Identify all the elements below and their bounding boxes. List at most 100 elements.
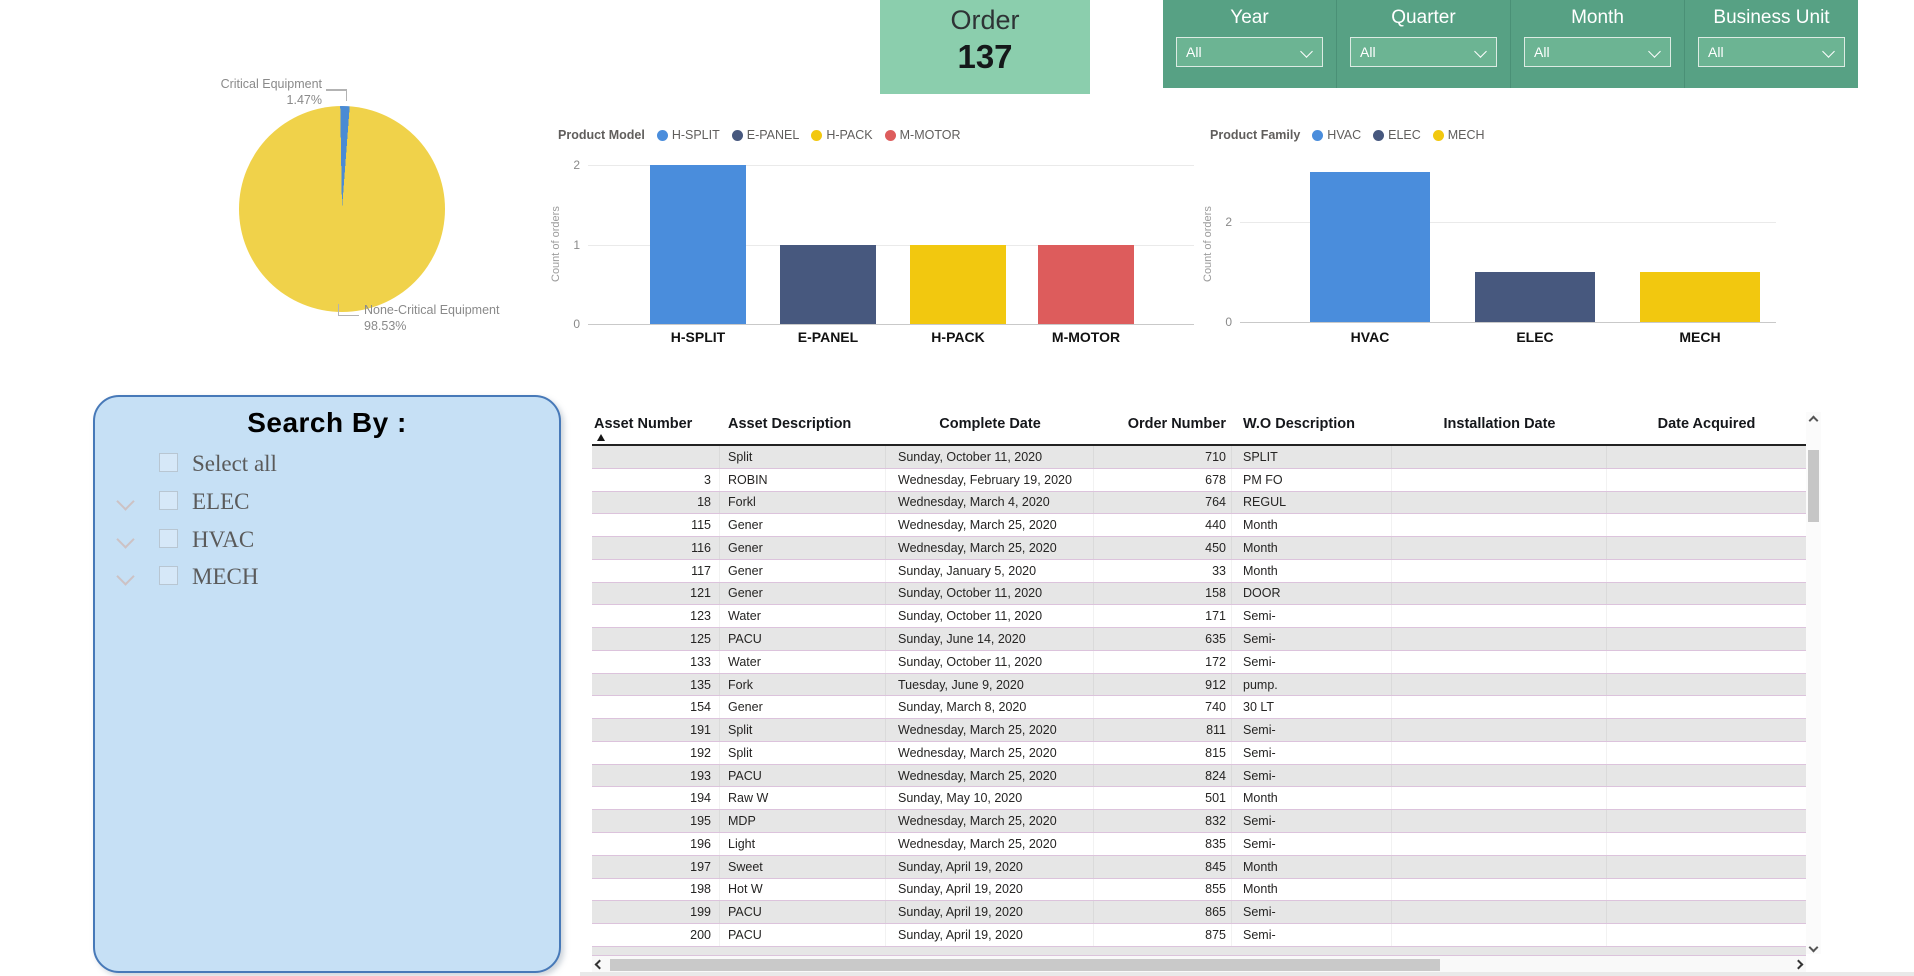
table-row[interactable]: 133 Water Sunday, October 11, 2020 172 Semi- — [592, 650, 1806, 674]
table-row[interactable]: 194 Raw W Sunday, May 10, 2020 501 Month — [592, 787, 1806, 811]
checkbox-select-all[interactable] — [159, 453, 178, 472]
slicer-dropdown[interactable]: All — [1350, 37, 1497, 67]
search-item-label[interactable]: HVAC — [192, 527, 255, 552]
category-label: HVAC — [1350, 329, 1390, 345]
bar-elec[interactable] — [1475, 272, 1595, 322]
table-row[interactable]: 196 Light Wednesday, March 25, 2020 835 Semi… — [592, 833, 1806, 856]
table-cell: Sweet — [720, 855, 886, 878]
legend-item-m-motor[interactable]: M-MOTOR — [884, 128, 961, 142]
column-header-label: Date Acquired — [1657, 416, 1756, 432]
table-row[interactable]: Split Sunday, October 11, 2020 710 SPLIT — [592, 446, 1806, 469]
table-row[interactable]: 116 Gener Wednesday, March 25, 2020 450 Mont… — [592, 537, 1806, 560]
table-row[interactable]: 200 PACU Sunday, April 19, 2020 875 Semi- — [592, 924, 1806, 947]
scroll-down-icon[interactable] — [1808, 942, 1819, 953]
legend-item-e-panel[interactable]: E-PANEL — [731, 128, 799, 142]
table-cell: ROBIN — [720, 468, 886, 491]
chevron-down-icon[interactable] — [116, 492, 135, 511]
vertical-scroll-thumb[interactable] — [1808, 450, 1819, 522]
column-header-label: Asset Description — [728, 416, 852, 432]
slicer-dropdown[interactable]: All — [1524, 37, 1671, 67]
column-header-asset-number[interactable]: Asset Number — [592, 410, 720, 444]
table-cell: Semi- — [1232, 901, 1392, 924]
table-cell: Gener — [720, 559, 886, 582]
legend-dot-icon — [1373, 129, 1385, 141]
bar-e-panel[interactable] — [780, 244, 876, 324]
table-cell: MDP — [720, 810, 886, 833]
table-cell: 135 — [592, 673, 720, 696]
table-row[interactable]: 195 MDP Wednesday, March 25, 2020 832 Semi- — [592, 810, 1806, 834]
search-item-label[interactable]: MECH — [192, 564, 259, 589]
table-cell: Gener — [720, 696, 886, 719]
table-row[interactable]: 154 Gener Sunday, March 8, 2020 740 30 LT — [592, 696, 1806, 720]
bar-mech[interactable] — [1640, 272, 1760, 322]
table-cell: Water — [720, 605, 886, 628]
checkbox-hvac[interactable] — [159, 529, 178, 548]
scroll-up-icon[interactable] — [1808, 415, 1819, 426]
table-row[interactable]: 199 PACU Sunday, April 19, 2020 865 Semi- — [592, 901, 1806, 925]
horizontal-scroll-thumb[interactable] — [610, 959, 1440, 971]
column-header-order-number[interactable]: Order Number — [1094, 410, 1232, 444]
bar-h-split[interactable] — [650, 165, 746, 324]
checkbox-elec[interactable] — [159, 491, 178, 510]
table-cell — [1392, 673, 1607, 696]
pie-chart-criticality[interactable] — [239, 106, 445, 312]
column-header-complete-date[interactable]: Complete Date — [886, 410, 1094, 444]
table-row[interactable]: 191 Split Wednesday, March 25, 2020 811 Semi… — [592, 719, 1806, 742]
table-cell: Sunday, January 5, 2020 — [886, 559, 1094, 582]
chevron-down-icon[interactable] — [116, 567, 135, 586]
table-row[interactable]: 192 Split Wednesday, March 25, 2020 815 Semi… — [592, 741, 1806, 765]
slicer-month: Month All — [1510, 0, 1684, 88]
table-row[interactable]: 123 Water Sunday, October 11, 2020 171 Semi- — [592, 605, 1806, 629]
table-cell: 125 — [592, 628, 720, 650]
table-cell: PACU — [720, 764, 886, 787]
checkbox-mech[interactable] — [159, 566, 178, 585]
column-header-asset-description[interactable]: Asset Description — [720, 410, 886, 444]
search-item-label[interactable]: Select all — [192, 451, 277, 476]
bar-h-pack[interactable] — [910, 244, 1006, 324]
table-cell: Split — [720, 741, 886, 764]
bar-hvac[interactable] — [1310, 172, 1430, 322]
table-cell: PACU — [720, 628, 886, 650]
table-row[interactable]: 115 Gener Wednesday, March 25, 2020 440 Mont… — [592, 514, 1806, 538]
legend-item-hvac[interactable]: HVAC — [1312, 128, 1361, 142]
table-row[interactable]: 197 Sweet Sunday, April 19, 2020 845 Month — [592, 855, 1806, 879]
table-row[interactable]: 3 ROBIN Wednesday, February 19, 2020 678 PM … — [592, 468, 1806, 492]
column-header-label: Complete Date — [939, 416, 1041, 432]
table-cell: Split — [720, 446, 886, 468]
table-vertical-scrollbar[interactable] — [1806, 412, 1821, 954]
legend-item-h-pack[interactable]: H-PACK — [811, 128, 873, 142]
column-header-installation-date[interactable]: Installation Date — [1392, 410, 1607, 444]
table-row[interactable]: 125 PACU Sunday, June 14, 2020 635 Semi- — [592, 628, 1806, 651]
pie-callout-connector — [345, 89, 347, 101]
table-row[interactable]: 18 Forkl Wednesday, March 4, 2020 764 REGUL — [592, 491, 1806, 515]
search-item-label[interactable]: ELEC — [192, 489, 250, 514]
slicer-dropdown[interactable]: All — [1176, 37, 1323, 67]
table-row[interactable]: 117 Gener Sunday, January 5, 2020 33 Month — [592, 559, 1806, 583]
x-axis-line — [588, 324, 1194, 325]
table-row[interactable]: 121 Gener Sunday, October 11, 2020 158 DOOR — [592, 582, 1806, 606]
table-cell: 845 — [1094, 855, 1232, 878]
table-cell: Sunday, May 10, 2020 — [886, 787, 1094, 810]
slicer-quarter: Quarter All — [1336, 0, 1510, 88]
legend-item-elec[interactable]: ELEC — [1373, 128, 1421, 142]
scroll-left-icon[interactable] — [594, 959, 605, 970]
table-row[interactable]: 135 Fork Tuesday, June 9, 2020 912 pump. — [592, 673, 1806, 697]
legend-item-mech[interactable]: MECH — [1432, 128, 1485, 142]
table-cell: Sunday, April 19, 2020 — [886, 855, 1094, 878]
bar-m-motor[interactable] — [1038, 244, 1134, 324]
column-header-w-o-description[interactable]: W.O Description — [1232, 410, 1392, 444]
column-header-date-acquired[interactable]: Date Acquired — [1607, 410, 1806, 444]
scroll-right-icon[interactable] — [1793, 959, 1804, 970]
table-row[interactable]: 193 PACU Wednesday, March 25, 2020 824 Semi- — [592, 764, 1806, 788]
table-horizontal-scrollbar[interactable] — [592, 956, 1806, 974]
table-cell: Sunday, March 8, 2020 — [886, 696, 1094, 719]
table-cell: pump. — [1232, 673, 1392, 696]
legend-item-h-split[interactable]: H-SPLIT — [656, 128, 720, 142]
table-row[interactable]: 198 Hot W Sunday, April 19, 2020 855 Month — [592, 878, 1806, 902]
table-cell — [1392, 741, 1607, 764]
table-cell: Semi- — [1232, 810, 1392, 833]
slicer-dropdown[interactable]: All — [1698, 37, 1845, 67]
chevron-down-icon[interactable] — [116, 530, 135, 549]
bottom-strip — [580, 972, 1914, 976]
